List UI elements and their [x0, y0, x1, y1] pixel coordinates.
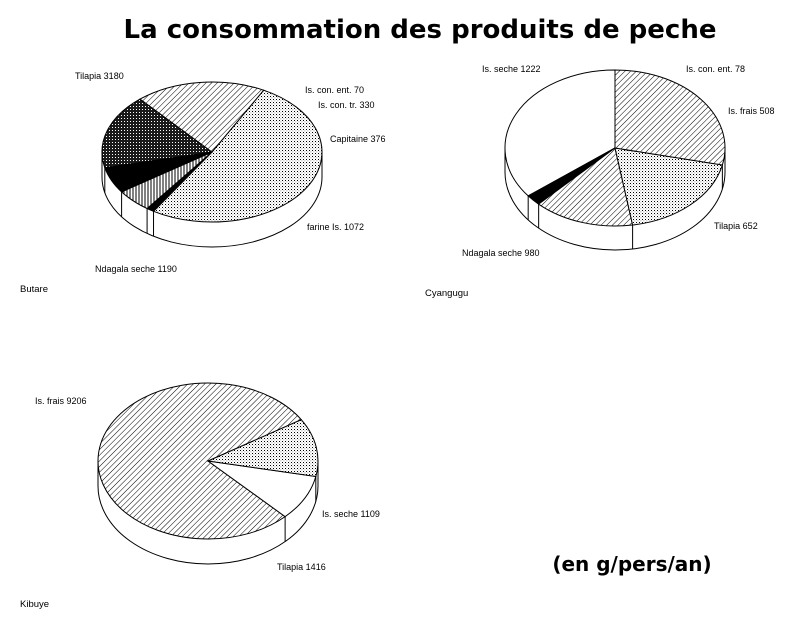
chart-title: La consommation des produits de peche	[124, 15, 717, 45]
cyangugu-label-tilapia: Tilapia 652	[714, 221, 758, 231]
butare-label-tilapia: Tilapia 3180	[75, 71, 124, 81]
cyangugu-label-is-frais: Is. frais 508	[728, 106, 775, 116]
butare-label-farine: farine Is. 1072	[307, 222, 364, 232]
butare-label-capitaine: Capitaine 376	[330, 134, 386, 144]
pie-cyangugu-slice-ndagala-seche	[614, 69, 726, 166]
region-label-cyangugu: Cyangugu	[425, 288, 468, 299]
kibuye-label-is-frais: Is. frais 9206	[35, 396, 87, 406]
pie-butare-slice-farine-is	[101, 98, 214, 169]
pie-cyangugu: Is. seche 1222 Is. con. ent. 78 Is. frai…	[425, 64, 775, 299]
butare-label-is-con-ent: Is. con. ent. 70	[305, 85, 364, 95]
region-label-kibuye: Kibuye	[20, 599, 49, 610]
pie-cyangugu-slice-is-frais	[537, 147, 634, 227]
kibuye-label-is-seche: Is. seche 1109	[322, 509, 380, 519]
cyangugu-label-is-con-ent: Is. con. ent. 78	[686, 64, 745, 74]
pie-butare-slice-tilapia	[152, 89, 323, 223]
butare-label-ndagala: Ndagala seche 1190	[95, 264, 177, 274]
pie-butare-slice-ndagala-seche	[139, 81, 265, 153]
pie-butare: Tilapia 3180 Is. con. ent. 70 Is. con. t…	[20, 71, 386, 295]
cyangugu-label-ndagala: Ndagala seche 980	[462, 248, 540, 258]
butare-label-is-con-tr: Is. con. tr. 330	[318, 100, 375, 110]
pie-cyangugu-slices	[504, 69, 726, 227]
pie-butare-slices	[101, 81, 323, 223]
cyangugu-label-is-seche: Is. seche 1222	[482, 64, 541, 74]
pie-cyangugu-slice-tilapia	[614, 147, 724, 226]
pie-cyangugu-slice-is-seche	[504, 69, 616, 197]
pie-kibuye-slice-is-frais	[97, 382, 303, 540]
pie-kibuye-slice-tilapia	[206, 419, 319, 478]
pie-kibuye: Is. frais 9206 Is. seche 1109 Tilapia 14…	[20, 382, 380, 610]
unit-note: (en g/pers/an)	[552, 552, 711, 576]
region-label-butare: Butare	[20, 284, 48, 295]
kibuye-label-tilapia: Tilapia 1416	[277, 562, 326, 572]
pie-kibuye-slices	[97, 382, 319, 540]
